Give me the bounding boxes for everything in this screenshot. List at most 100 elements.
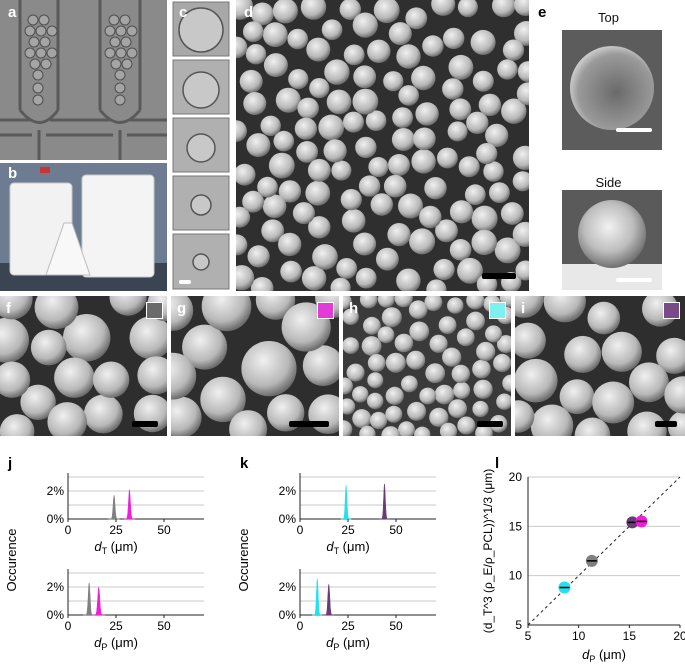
sphere — [200, 376, 246, 423]
sem-spheres-f — [0, 296, 167, 436]
sphere — [515, 296, 544, 318]
sphere — [343, 377, 353, 395]
sphere — [353, 65, 377, 89]
swatch-f — [146, 302, 163, 319]
x-tick-label: 0 — [297, 523, 304, 537]
sphere — [438, 316, 457, 334]
y-tick-label: 0% — [47, 512, 65, 526]
top-view-label: Top — [598, 10, 619, 25]
sphere — [405, 7, 428, 30]
sphere — [456, 328, 475, 347]
sphere — [493, 353, 511, 373]
sphere — [326, 89, 352, 115]
sphere — [30, 329, 67, 366]
histogram-peak — [312, 578, 323, 616]
x-tick-label: 25 — [341, 619, 355, 633]
sphere — [272, 0, 298, 24]
sphere — [355, 267, 377, 289]
sphere — [236, 0, 254, 20]
panel-label-e: e — [538, 4, 547, 21]
sphere — [367, 39, 391, 63]
sphere — [447, 297, 464, 314]
sphere — [515, 260, 529, 281]
sphere — [365, 110, 387, 131]
y-tick-label: 2% — [47, 580, 65, 594]
sphere — [451, 364, 470, 384]
sphere — [448, 54, 474, 80]
y-tick-label: 0% — [47, 608, 65, 622]
sphere — [358, 175, 381, 197]
scale-bar-h — [477, 421, 503, 427]
sphere — [137, 356, 167, 395]
sphere — [425, 363, 446, 384]
sphere — [236, 234, 248, 256]
sphere — [312, 244, 338, 270]
sphere — [245, 44, 267, 65]
y-tick-label: 2% — [47, 484, 65, 498]
sem-spheres-d — [236, 0, 529, 291]
histogram-peak — [323, 584, 335, 616]
sphere — [515, 358, 558, 403]
sphere — [458, 156, 480, 178]
sphere — [629, 362, 669, 403]
sphere — [494, 237, 521, 264]
sphere — [280, 260, 302, 283]
sphere — [431, 0, 456, 16]
reference-line — [527, 476, 681, 626]
sphere — [343, 420, 353, 436]
panel-d-sem-microspheres: d — [236, 0, 529, 291]
x-tick-label: 25 — [341, 523, 355, 537]
y-axis-label: Occurence — [4, 529, 19, 592]
sphere — [457, 416, 476, 435]
sphere — [343, 111, 364, 133]
sphere — [262, 22, 288, 48]
sphere — [255, 296, 296, 320]
sphere — [411, 65, 436, 91]
sphere — [261, 219, 285, 243]
histogram-peak — [123, 489, 136, 520]
sphere — [396, 44, 421, 69]
sphere — [656, 337, 685, 374]
sphere — [472, 70, 494, 92]
panel-e-single-sphere: e Top Side — [532, 0, 685, 291]
sphere — [500, 202, 524, 225]
sphere — [296, 141, 318, 163]
sphere — [502, 39, 525, 61]
sphere — [109, 296, 147, 316]
sphere — [367, 372, 384, 389]
sphere — [367, 354, 386, 372]
sphere — [515, 400, 535, 433]
sphere — [273, 130, 295, 152]
x-tick-label: 25 — [109, 523, 123, 537]
sphere — [422, 35, 444, 57]
sphere — [242, 190, 264, 213]
sphere — [464, 184, 486, 206]
sphere — [415, 102, 439, 126]
histogram-peak — [340, 485, 352, 520]
sphere — [485, 123, 509, 147]
sphere — [470, 29, 496, 55]
panel-label-b: b — [8, 165, 18, 182]
histogram-peak — [83, 582, 95, 616]
sphere — [448, 399, 467, 418]
sphere — [512, 145, 529, 170]
panel-label-d: d — [244, 4, 254, 21]
panel-label-i: i — [521, 300, 526, 317]
x-tick-label: 15 — [623, 629, 637, 643]
sphere — [478, 93, 502, 117]
sphere — [246, 133, 271, 158]
sphere — [343, 308, 359, 325]
scale-bar-f — [132, 421, 158, 427]
sphere — [243, 92, 267, 115]
x-axis-label: dP (μm) — [326, 635, 370, 652]
sphere — [457, 257, 483, 284]
sphere — [424, 296, 443, 312]
sphere — [543, 296, 586, 323]
sphere — [476, 143, 498, 165]
sphere — [236, 36, 248, 59]
panel-h-sem: h — [343, 296, 511, 436]
sphere — [236, 265, 255, 291]
sphere — [466, 311, 485, 331]
sphere — [251, 2, 274, 26]
sphere — [512, 171, 529, 192]
